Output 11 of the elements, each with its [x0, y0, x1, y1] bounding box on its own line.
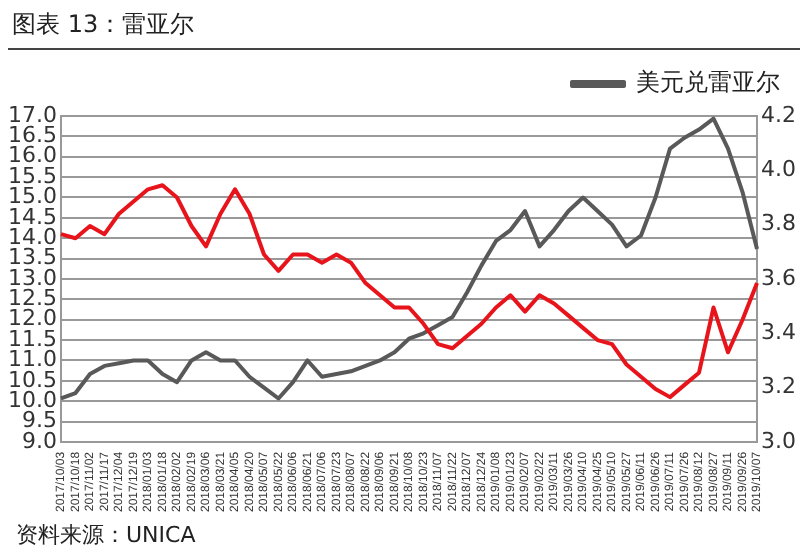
legend-label: 美元兑雷亚尔 [636, 68, 780, 97]
y2-tick-label: 3.4 [761, 319, 797, 346]
text: 资料来源：UNICA [16, 520, 196, 550]
y-tick-label: 17.0 [7, 101, 57, 128]
y2-tick-label: 3.8 [761, 210, 797, 237]
y2-tick-label: 4.2 [761, 101, 797, 128]
y2-tick-label: 3.2 [761, 373, 797, 400]
chart-title: 图表 13：雷亚尔 [12, 8, 195, 42]
y2-tick-label: 3.0 [761, 427, 797, 454]
y2-tick-label: 3.6 [761, 264, 797, 291]
y2-tick-label: 4.0 [761, 156, 797, 183]
